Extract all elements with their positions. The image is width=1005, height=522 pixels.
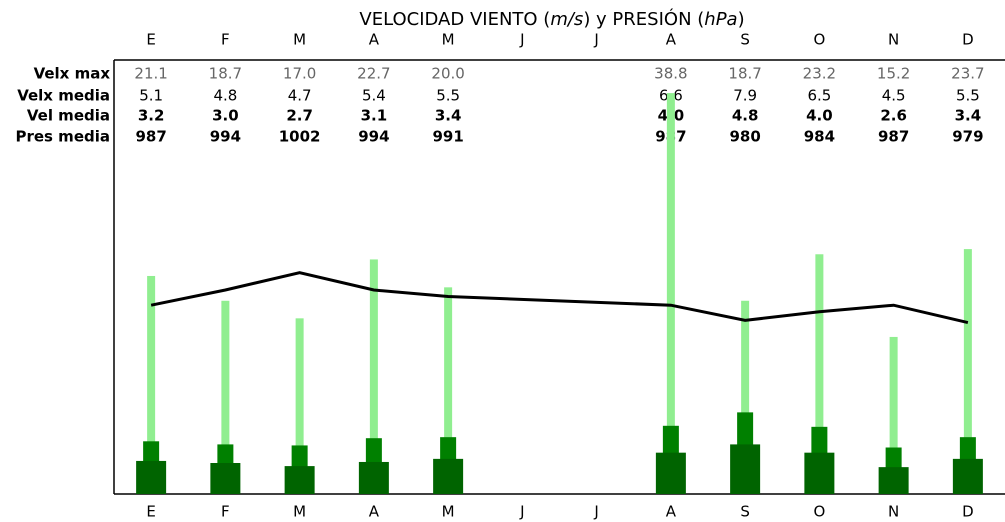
x-tick-label-top: M (293, 31, 306, 49)
value-label: 5.1 (139, 87, 163, 105)
value-label: 20.0 (431, 65, 464, 83)
bar (878, 467, 909, 494)
x-tick-label: A (369, 503, 380, 521)
bar (741, 300, 750, 494)
x-tick-label-top: J (593, 31, 598, 49)
value-label: 5.4 (362, 87, 386, 105)
x-tick-label-top: A (369, 31, 380, 49)
row-label: Vel media (27, 107, 110, 125)
bar (666, 93, 675, 495)
x-tick-label: F (221, 503, 230, 521)
value-label: 987 (135, 128, 166, 146)
bar (369, 259, 378, 494)
value-label: 7.9 (733, 87, 757, 105)
value-label: 3.4 (955, 107, 982, 125)
value-label: 4.7 (288, 87, 312, 105)
x-tick-label: J (519, 503, 524, 521)
x-tick-label: M (442, 503, 455, 521)
x-tick-label-top: N (888, 31, 899, 49)
x-tick-label: A (666, 503, 677, 521)
value-label: 994 (210, 128, 241, 146)
value-label: 22.7 (357, 65, 390, 83)
value-label: 1002 (279, 128, 321, 146)
value-label: 3.4 (435, 107, 462, 125)
value-label: 984 (804, 128, 835, 146)
x-tick-label-top: E (146, 31, 155, 49)
value-label: 18.7 (209, 65, 242, 83)
bar (433, 458, 464, 494)
value-label: 4.5 (882, 87, 906, 105)
bar (815, 254, 824, 494)
bar (952, 458, 983, 494)
bar (136, 460, 167, 494)
value-label: 4.8 (732, 107, 759, 125)
value-label: 980 (729, 128, 760, 146)
value-label: 5.5 (436, 87, 460, 105)
x-tick-label-top: O (813, 31, 825, 49)
bar (655, 452, 686, 494)
value-label: 17.0 (283, 65, 316, 83)
row-label: Velx media (17, 87, 110, 105)
value-label: 979 (952, 128, 983, 146)
bar (221, 300, 230, 494)
bar (804, 452, 835, 494)
bar (147, 275, 156, 494)
bar (444, 287, 453, 494)
value-label: 2.7 (286, 107, 313, 125)
value-label: 6.5 (807, 87, 831, 105)
pressure-line (150, 271, 969, 325)
x-tick-label-top: D (962, 31, 974, 49)
x-tick-label: E (146, 503, 155, 521)
x-tick-label: N (888, 503, 899, 521)
value-label: 38.8 (654, 65, 687, 83)
bar (889, 336, 898, 494)
x-tick-label: O (813, 503, 825, 521)
value-label: 23.7 (951, 65, 984, 83)
value-label: 3.1 (361, 107, 388, 125)
chart-title: VELOCIDAD VIENTO (m/s) y PRESIÓN (hPa) (359, 8, 744, 30)
value-label: 5.5 (956, 87, 980, 105)
value-label: 4.8 (213, 87, 237, 105)
value-label: 991 (432, 128, 463, 146)
row-label: Velx max (34, 65, 111, 83)
bar (284, 466, 315, 494)
bar (210, 463, 241, 494)
x-tick-label-top: J (519, 31, 524, 49)
x-tick-label-top: M (442, 31, 455, 49)
value-label: 21.1 (134, 65, 167, 83)
value-label: 15.2 (877, 65, 910, 83)
value-label: 4.0 (806, 107, 833, 125)
row-label: Pres media (15, 128, 110, 146)
value-label: 18.7 (728, 65, 761, 83)
bar (358, 461, 389, 494)
x-tick-label: D (962, 503, 974, 521)
x-tick-label: S (740, 503, 750, 521)
value-label: 23.2 (803, 65, 836, 83)
x-tick-label: M (293, 503, 306, 521)
x-tick-label-top: A (666, 31, 677, 49)
value-label: 994 (358, 128, 389, 146)
value-label: 987 (878, 128, 909, 146)
x-tick-label-top: S (740, 31, 750, 49)
bar (730, 444, 761, 494)
bar (963, 249, 972, 494)
x-tick-label: J (593, 503, 598, 521)
value-label: 2.6 (880, 107, 907, 125)
value-label: 3.2 (138, 107, 165, 125)
x-tick-label-top: F (221, 31, 230, 49)
bar (295, 318, 304, 494)
value-label: 3.0 (212, 107, 239, 125)
